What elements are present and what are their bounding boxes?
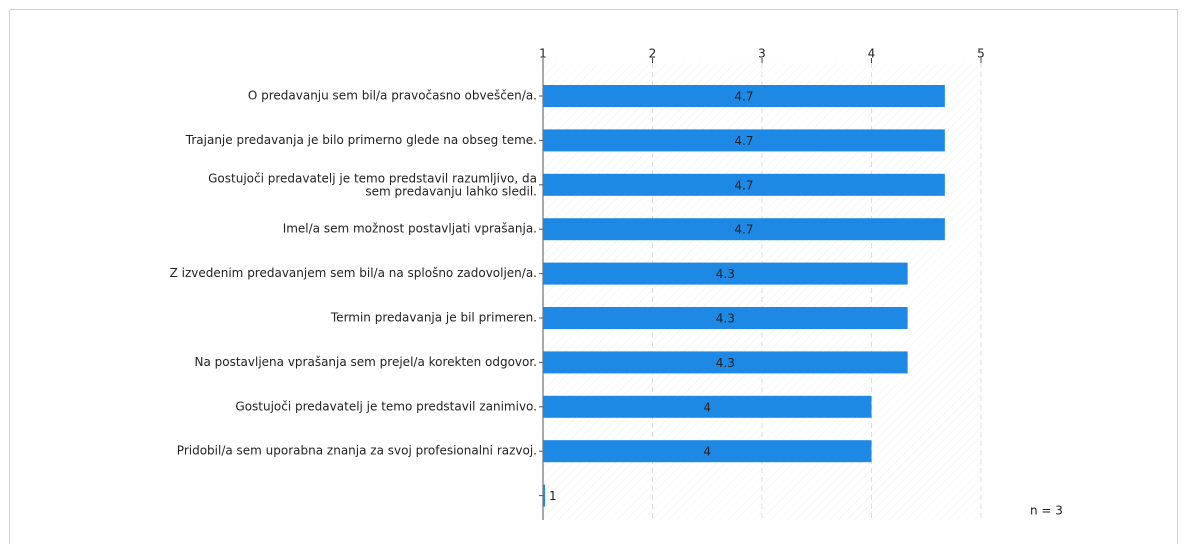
y-tick-label: Na postavljena vprašanja sem prejel/a ko… <box>194 355 537 369</box>
x-tick-label: 2 <box>649 47 657 61</box>
value-label: 4.3 <box>716 356 735 370</box>
bar <box>543 262 908 285</box>
bar <box>543 484 545 507</box>
value-label: 4 <box>703 400 711 414</box>
y-tick-label: Gostujoči predavatelj je temo predstavil… <box>235 399 537 413</box>
y-tick-label: O predavanju sem bil/a pravočasno obvešč… <box>248 89 537 103</box>
bar <box>543 395 872 418</box>
bar <box>543 440 872 463</box>
value-label: 4.7 <box>734 223 753 237</box>
y-tick-label: Gostujoči predavatelj je temo predstavil… <box>208 171 537 198</box>
value-label: 4 <box>703 445 711 459</box>
bar <box>543 307 908 329</box>
bar <box>543 173 945 196</box>
bar <box>543 351 908 374</box>
value-label: 4.7 <box>734 134 753 148</box>
x-tick-label: 1 <box>539 47 547 61</box>
value-label: 4.7 <box>734 178 753 192</box>
bar <box>543 218 945 241</box>
bar <box>543 129 945 152</box>
value-label: 4.3 <box>716 267 735 281</box>
y-tick-label: Pridobil/a sem uporabna znanja za svoj p… <box>177 444 537 458</box>
x-tick-label: 5 <box>977 47 985 61</box>
y-tick-label: Termin predavanja je bil primeren. <box>330 311 537 325</box>
value-label: 4.3 <box>716 312 735 326</box>
frame <box>9 9 1178 544</box>
y-tick-label: Z izvedenim predavanjem sem bil/a na spl… <box>170 266 537 280</box>
annotation: n = 3 <box>1030 504 1063 518</box>
value-label: 1 <box>549 489 557 503</box>
y-tick-label: Trajanje predavanja je bilo primerno gle… <box>185 133 537 147</box>
y-tick-label: Imel/a sem možnost postavljati vprašanja… <box>283 222 537 236</box>
value-label: 4.7 <box>734 90 753 104</box>
bar <box>543 85 945 107</box>
x-tick-label: 3 <box>758 47 766 61</box>
x-tick-label: 4 <box>868 47 876 61</box>
